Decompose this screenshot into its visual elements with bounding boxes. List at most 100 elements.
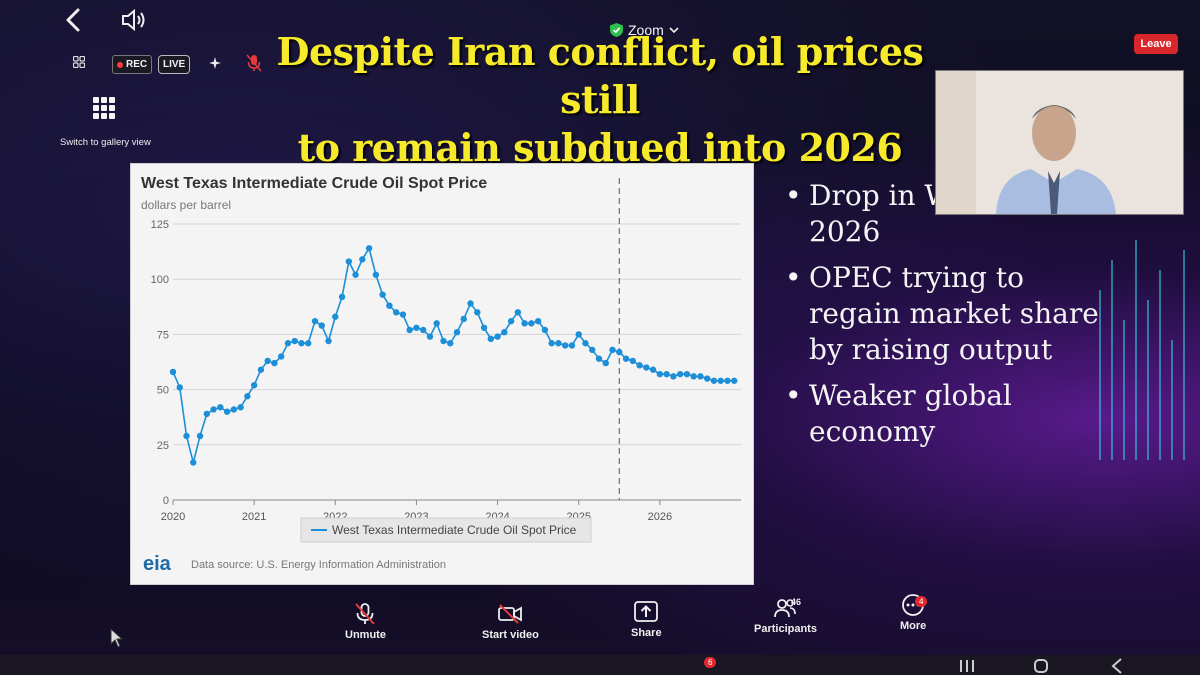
data-point <box>426 333 434 340</box>
data-point <box>237 404 244 411</box>
recent-apps-icon[interactable] <box>958 659 976 673</box>
data-point <box>291 337 298 345</box>
data-point <box>223 408 231 415</box>
data-point <box>575 331 582 338</box>
y-tick-label: 75 <box>157 329 169 341</box>
speaker-icon[interactable] <box>120 8 150 32</box>
data-point <box>372 271 380 278</box>
data-point <box>690 373 697 380</box>
data-point <box>724 377 731 384</box>
leave-button[interactable]: Leave <box>1134 34 1178 54</box>
back-nav-icon[interactable] <box>1110 658 1124 674</box>
sparkle-icon[interactable] <box>208 56 222 70</box>
share-label: Share <box>631 627 662 639</box>
legend: West Texas Intermediate Crude Oil Spot P… <box>300 517 592 543</box>
y-tick-label: 0 <box>163 495 169 507</box>
data-point <box>250 381 258 389</box>
meeting-title[interactable]: Zoom <box>610 22 679 38</box>
data-point <box>670 373 677 380</box>
data-point <box>406 326 413 334</box>
x-tick-label: 2020 <box>161 511 185 523</box>
layout-icon[interactable] <box>73 56 85 68</box>
data-point <box>494 333 501 340</box>
data-point <box>345 258 353 265</box>
data-point <box>284 340 292 347</box>
x-tick-label: 2026 <box>648 511 672 523</box>
start-video-button[interactable]: Start video <box>482 603 539 641</box>
share-icon <box>634 601 659 622</box>
data-point <box>487 335 495 343</box>
slide-title: Despite Iran conflict, oil prices still … <box>250 28 950 172</box>
bullet-item: Weaker global economy <box>785 378 1115 450</box>
chart-title: West Texas Intermediate Crude Oil Spot P… <box>141 175 487 192</box>
participant-video[interactable] <box>935 70 1184 215</box>
gallery-view-label[interactable]: Switch to gallery view <box>60 137 151 148</box>
oil-price-chart: West Texas Intermediate Crude Oil Spot P… <box>130 163 754 585</box>
system-taskbar: 6 <box>0 655 1200 675</box>
back-icon[interactable] <box>60 6 88 34</box>
data-point <box>311 317 319 325</box>
data-point <box>413 324 420 331</box>
eia-logo: eia <box>143 553 172 575</box>
unmute-button[interactable]: Unmute <box>345 603 386 641</box>
participants-label: Participants <box>754 623 817 635</box>
data-point <box>440 337 447 345</box>
rec-label: REC <box>126 59 148 70</box>
start-video-label: Start video <box>482 629 539 641</box>
data-point <box>534 317 542 325</box>
y-tick-label: 50 <box>157 385 169 397</box>
data-point <box>359 256 366 263</box>
slide-title-line-1: Despite Iran conflict, oil prices still <box>276 29 924 122</box>
gallery-view-icon[interactable] <box>92 96 116 120</box>
data-point <box>703 375 711 382</box>
data-point <box>643 364 650 371</box>
data-point <box>277 353 285 360</box>
data-point <box>433 320 440 327</box>
data-point <box>589 346 596 354</box>
data-point <box>352 271 359 278</box>
app-title: Zoom <box>628 22 664 38</box>
data-source: Data source: U.S. Energy Information Adm… <box>191 559 446 571</box>
share-button[interactable]: Share <box>631 601 662 639</box>
y-tick-label: 25 <box>157 440 169 452</box>
series-segment <box>375 274 384 295</box>
recording-badge[interactable]: REC <box>112 55 153 74</box>
participants-button[interactable]: Participants <box>754 597 817 635</box>
data-point <box>305 340 312 347</box>
unmute-label: Unmute <box>345 629 386 641</box>
data-point <box>683 370 691 378</box>
series-segment <box>307 320 316 344</box>
series-segment <box>334 296 343 317</box>
taskbar-badge: 6 <box>704 657 717 668</box>
data-point <box>379 291 386 298</box>
data-point <box>318 322 325 329</box>
data-point <box>548 340 555 347</box>
series-segment <box>178 387 188 437</box>
live-badge[interactable]: LIVE <box>158 55 191 74</box>
legend-label: West Texas Intermediate Crude Oil Spot P… <box>332 523 577 537</box>
record-dot-icon <box>117 61 123 68</box>
slide-title-line-2: to remain subdued into 2026 <box>297 125 903 170</box>
data-point <box>332 313 339 320</box>
series-segment <box>327 316 337 342</box>
data-point <box>676 370 684 378</box>
data-point <box>616 348 623 356</box>
data-point <box>447 340 454 347</box>
home-icon[interactable] <box>1033 658 1049 674</box>
data-point <box>386 302 393 309</box>
data-point <box>203 410 211 418</box>
data-point <box>264 357 271 365</box>
series-segment <box>199 413 208 437</box>
participants-icon <box>774 599 797 618</box>
data-point <box>365 245 373 252</box>
more-badge: 4 <box>915 596 928 607</box>
data-point <box>622 355 630 362</box>
data-point <box>399 311 407 318</box>
data-point <box>514 309 522 316</box>
legend-box <box>300 517 592 543</box>
chevron-down-icon <box>669 27 679 34</box>
data-point <box>196 432 204 440</box>
data-point <box>419 326 427 334</box>
data-point <box>595 355 603 362</box>
video-off-icon <box>498 604 523 624</box>
